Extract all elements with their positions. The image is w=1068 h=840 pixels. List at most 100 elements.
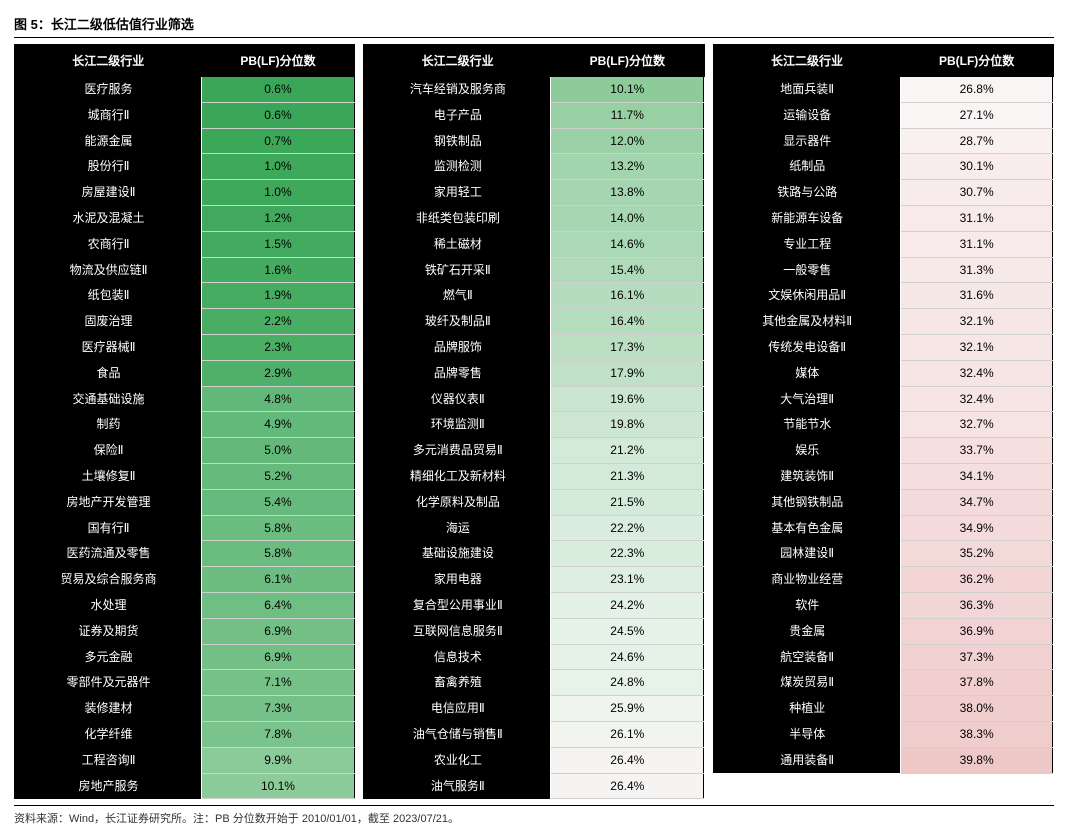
pb-percentile: 7.1% <box>202 670 355 696</box>
table-row: 贸易及综合服务商6.1% <box>15 567 354 593</box>
pb-percentile: 5.8% <box>202 541 355 567</box>
table-row: 娱乐33.7% <box>714 438 1053 464</box>
pb-percentile: 26.1% <box>551 721 704 747</box>
industry-name: 航空装备Ⅱ <box>714 644 901 670</box>
table-row: 股份行Ⅱ1.0% <box>15 154 354 180</box>
industry-name: 其他钢铁制品 <box>714 489 901 515</box>
pb-percentile: 30.7% <box>900 180 1053 206</box>
industry-name: 家用轻工 <box>364 180 551 206</box>
panel-2: 长江二级行业 PB(LF)分位数 地面兵装Ⅱ26.8%运输设备27.1%显示器件… <box>713 44 1054 799</box>
table-row: 稀土磁材14.6% <box>364 231 703 257</box>
pb-percentile: 4.8% <box>202 386 355 412</box>
table-row: 化学纤维7.8% <box>15 721 354 747</box>
table-row: 园林建设Ⅱ35.2% <box>714 541 1053 567</box>
table-row: 水处理6.4% <box>15 592 354 618</box>
industry-name: 化学原料及制品 <box>364 489 551 515</box>
pb-percentile: 34.7% <box>900 489 1053 515</box>
col-header-name: 长江二级行业 <box>714 45 901 76</box>
industry-name: 玻纤及制品Ⅱ <box>364 309 551 335</box>
industry-name: 仪器仪表Ⅱ <box>364 386 551 412</box>
table-row: 海运22.2% <box>364 515 703 541</box>
table-row: 其他金属及材料Ⅱ32.1% <box>714 309 1053 335</box>
pb-percentile: 1.0% <box>202 180 355 206</box>
pb-percentile: 1.0% <box>202 154 355 180</box>
industry-name: 化学纤维 <box>15 721 202 747</box>
industry-name: 工程咨询Ⅱ <box>15 747 202 773</box>
pb-percentile: 39.8% <box>900 747 1053 773</box>
pb-percentile: 2.3% <box>202 334 355 360</box>
industry-name: 基本有色金属 <box>714 515 901 541</box>
industry-name: 贸易及综合服务商 <box>15 567 202 593</box>
col-header-value: PB(LF)分位数 <box>551 45 704 76</box>
pb-percentile: 19.8% <box>551 412 704 438</box>
pb-percentile: 36.3% <box>900 592 1053 618</box>
pb-percentile: 7.3% <box>202 696 355 722</box>
industry-name: 纸包装Ⅱ <box>15 283 202 309</box>
pb-percentile: 26.4% <box>551 747 704 773</box>
pb-percentile: 32.4% <box>900 360 1053 386</box>
table-row: 能源金属0.7% <box>15 128 354 154</box>
table-triptych: 长江二级行业 PB(LF)分位数 医疗服务0.6%城商行Ⅱ0.6%能源金属0.7… <box>14 44 1054 799</box>
pb-percentile: 7.8% <box>202 721 355 747</box>
pb-percentile: 6.9% <box>202 618 355 644</box>
pb-percentile: 5.2% <box>202 463 355 489</box>
table-row: 大气治理Ⅱ32.4% <box>714 386 1053 412</box>
pb-percentile: 35.2% <box>900 541 1053 567</box>
pb-percentile: 36.9% <box>900 618 1053 644</box>
pb-percentile: 9.9% <box>202 747 355 773</box>
source-footnote: 资料来源：Wind，长江证券研究所。注：PB 分位数开始于 2010/01/01… <box>14 805 1054 826</box>
industry-name: 交通基础设施 <box>15 386 202 412</box>
industry-name: 基础设施建设 <box>364 541 551 567</box>
industry-name: 电信应用Ⅱ <box>364 696 551 722</box>
pb-percentile: 32.7% <box>900 412 1053 438</box>
pb-percentile: 36.2% <box>900 567 1053 593</box>
table-row: 航空装备Ⅱ37.3% <box>714 644 1053 670</box>
industry-name: 保险Ⅱ <box>15 438 202 464</box>
table-row: 土壤修复Ⅱ5.2% <box>15 463 354 489</box>
table-row: 商业物业经营36.2% <box>714 567 1053 593</box>
pb-percentile: 10.1% <box>551 76 704 102</box>
table-row: 燃气Ⅱ16.1% <box>364 283 703 309</box>
pb-percentile: 37.3% <box>900 644 1053 670</box>
table-row: 油气仓储与销售Ⅱ26.1% <box>364 721 703 747</box>
industry-name: 大气治理Ⅱ <box>714 386 901 412</box>
panel-body: 医疗服务0.6%城商行Ⅱ0.6%能源金属0.7%股份行Ⅱ1.0%房屋建设Ⅱ1.0… <box>15 76 354 799</box>
pb-percentile: 22.2% <box>551 515 704 541</box>
pb-percentile: 0.6% <box>202 102 355 128</box>
pb-percentile: 6.9% <box>202 644 355 670</box>
col-header-name: 长江二级行业 <box>15 45 202 76</box>
pb-percentile: 31.1% <box>900 205 1053 231</box>
table-row: 纸制品30.1% <box>714 154 1053 180</box>
pb-percentile: 24.2% <box>551 592 704 618</box>
panel-table: 长江二级行业 PB(LF)分位数 地面兵装Ⅱ26.8%运输设备27.1%显示器件… <box>713 44 1054 774</box>
industry-name: 家用电器 <box>364 567 551 593</box>
table-row: 基本有色金属34.9% <box>714 515 1053 541</box>
industry-name: 建筑装饰Ⅱ <box>714 463 901 489</box>
col-header-value: PB(LF)分位数 <box>900 45 1053 76</box>
table-row: 品牌服饰17.3% <box>364 334 703 360</box>
table-row: 铁矿石开采Ⅱ15.4% <box>364 257 703 283</box>
industry-name: 燃气Ⅱ <box>364 283 551 309</box>
table-row: 房屋建设Ⅱ1.0% <box>15 180 354 206</box>
pb-percentile: 30.1% <box>900 154 1053 180</box>
table-row: 食品2.9% <box>15 360 354 386</box>
industry-name: 运输设备 <box>714 102 901 128</box>
table-row: 贵金属36.9% <box>714 618 1053 644</box>
pb-percentile: 32.1% <box>900 334 1053 360</box>
industry-name: 固废治理 <box>15 309 202 335</box>
pb-percentile: 11.7% <box>551 102 704 128</box>
pb-percentile: 15.4% <box>551 257 704 283</box>
industry-name: 水处理 <box>15 592 202 618</box>
pb-percentile: 5.8% <box>202 515 355 541</box>
table-row: 新能源车设备31.1% <box>714 205 1053 231</box>
pb-percentile: 17.9% <box>551 360 704 386</box>
table-row: 物流及供应链Ⅱ1.6% <box>15 257 354 283</box>
industry-name: 证券及期货 <box>15 618 202 644</box>
industry-name: 多元金融 <box>15 644 202 670</box>
pb-percentile: 33.7% <box>900 438 1053 464</box>
panel-body: 汽车经销及服务商10.1%电子产品11.7%钢铁制品12.0%监测检测13.2%… <box>364 76 703 799</box>
pb-percentile: 13.8% <box>551 180 704 206</box>
industry-name: 房地产服务 <box>15 773 202 799</box>
industry-name: 城商行Ⅱ <box>15 102 202 128</box>
table-row: 房地产服务10.1% <box>15 773 354 799</box>
